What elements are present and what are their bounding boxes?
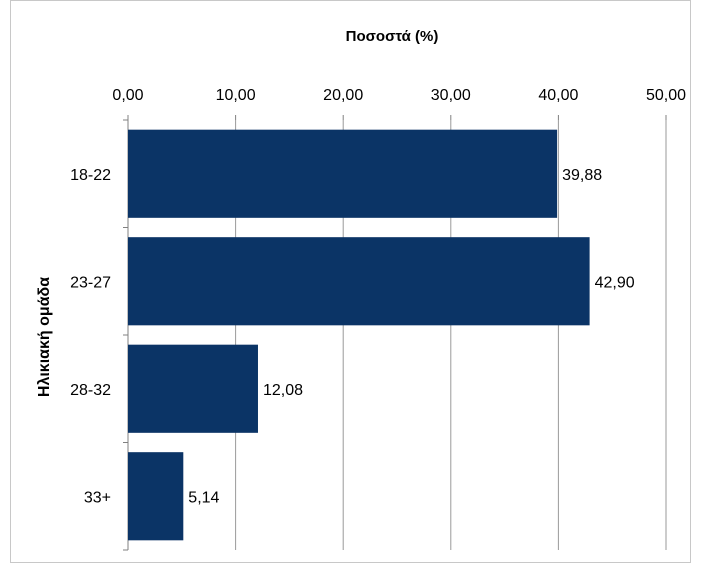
bar-28-32 bbox=[128, 344, 258, 433]
chart-title: Ποσοστά (%) bbox=[346, 28, 439, 45]
bar-23-27 bbox=[128, 237, 590, 326]
data-label: 42,90 bbox=[595, 274, 635, 291]
labels: 0,00 10,00 20,00 30,00 40,00 50,00 18-22 39,88 2… bbox=[70, 87, 686, 506]
x-tick-label: 20,00 bbox=[323, 87, 363, 104]
bars bbox=[128, 129, 590, 541]
data-label: 12,08 bbox=[263, 382, 303, 399]
x-tick-label: 0,00 bbox=[112, 87, 143, 104]
bar-18-22 bbox=[128, 129, 558, 218]
category-label: 18-22 bbox=[70, 167, 111, 184]
x-tick-label: 40,00 bbox=[538, 87, 578, 104]
category-label: 33+ bbox=[84, 489, 111, 506]
data-label: 5,14 bbox=[188, 489, 219, 506]
x-tick-label: 10,00 bbox=[216, 87, 256, 104]
data-label: 39,88 bbox=[562, 167, 602, 184]
category-label: 23-27 bbox=[70, 274, 111, 291]
x-tick-label: 50,00 bbox=[646, 87, 686, 104]
category-label: 28-32 bbox=[70, 382, 111, 399]
bar-33+ bbox=[128, 452, 184, 541]
y-axis-title: Ηλικιακή ομάδα bbox=[36, 277, 53, 397]
x-tick-label: 30,00 bbox=[431, 87, 471, 104]
